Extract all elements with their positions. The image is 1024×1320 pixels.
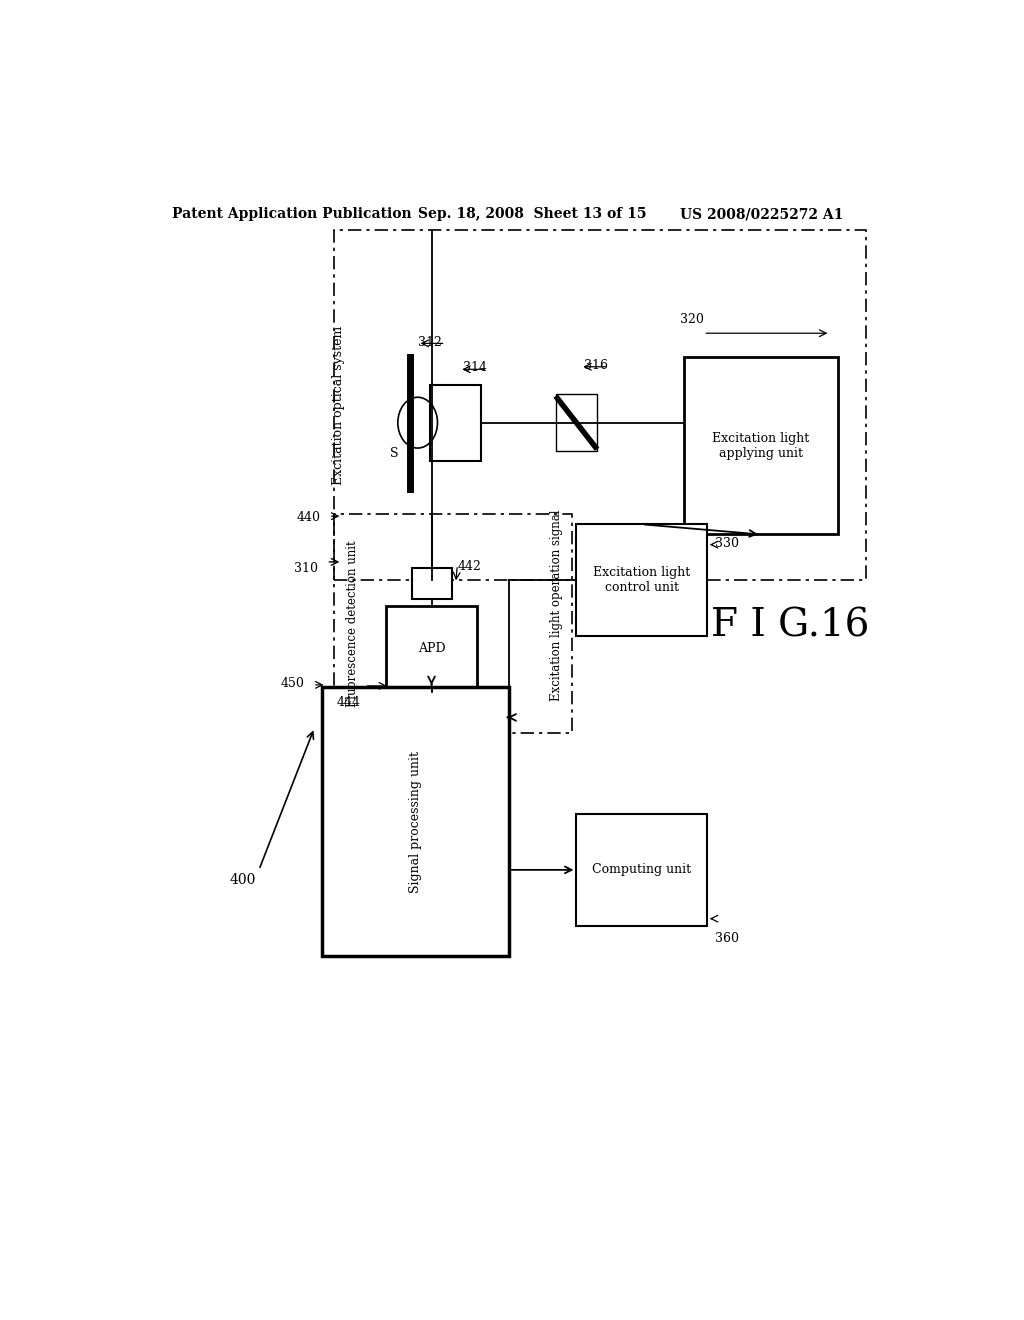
- Bar: [323, 686, 509, 956]
- Bar: [430, 384, 481, 461]
- Text: 320: 320: [680, 313, 703, 326]
- Bar: [334, 230, 866, 581]
- Bar: [577, 524, 708, 636]
- Text: F I G.16: F I G.16: [712, 607, 869, 644]
- Bar: [684, 356, 839, 535]
- Text: Excitation light
control unit: Excitation light control unit: [593, 566, 690, 594]
- Text: Excitation optical system: Excitation optical system: [332, 325, 345, 484]
- Text: 312: 312: [418, 337, 441, 350]
- Text: 400: 400: [229, 873, 256, 887]
- Text: Excitation light
applying unit: Excitation light applying unit: [713, 432, 810, 459]
- Text: S: S: [389, 446, 398, 459]
- Text: 440: 440: [297, 511, 321, 524]
- Bar: [386, 606, 477, 692]
- Text: 360: 360: [715, 932, 739, 945]
- Text: 442: 442: [458, 560, 481, 573]
- Text: 310: 310: [295, 562, 318, 576]
- Text: 450: 450: [282, 677, 305, 690]
- Bar: [334, 515, 572, 733]
- Text: Signal processing unit: Signal processing unit: [410, 751, 422, 892]
- Bar: [412, 568, 452, 598]
- Bar: [577, 814, 708, 925]
- Text: 314: 314: [463, 362, 487, 375]
- Text: Sep. 18, 2008  Sheet 13 of 15: Sep. 18, 2008 Sheet 13 of 15: [418, 207, 646, 222]
- Text: 316: 316: [585, 359, 608, 372]
- Text: Computing unit: Computing unit: [592, 863, 691, 876]
- Text: APD: APD: [418, 643, 445, 655]
- Text: 444: 444: [337, 696, 360, 709]
- Text: 330: 330: [715, 536, 739, 549]
- Bar: [556, 395, 597, 451]
- Text: US 2008/0225272 A1: US 2008/0225272 A1: [680, 207, 843, 222]
- Text: Patent Application Publication: Patent Application Publication: [172, 207, 412, 222]
- Text: Fluorescence detection unit: Fluorescence detection unit: [346, 540, 359, 706]
- Text: Excitation light operation signal: Excitation light operation signal: [550, 510, 563, 701]
